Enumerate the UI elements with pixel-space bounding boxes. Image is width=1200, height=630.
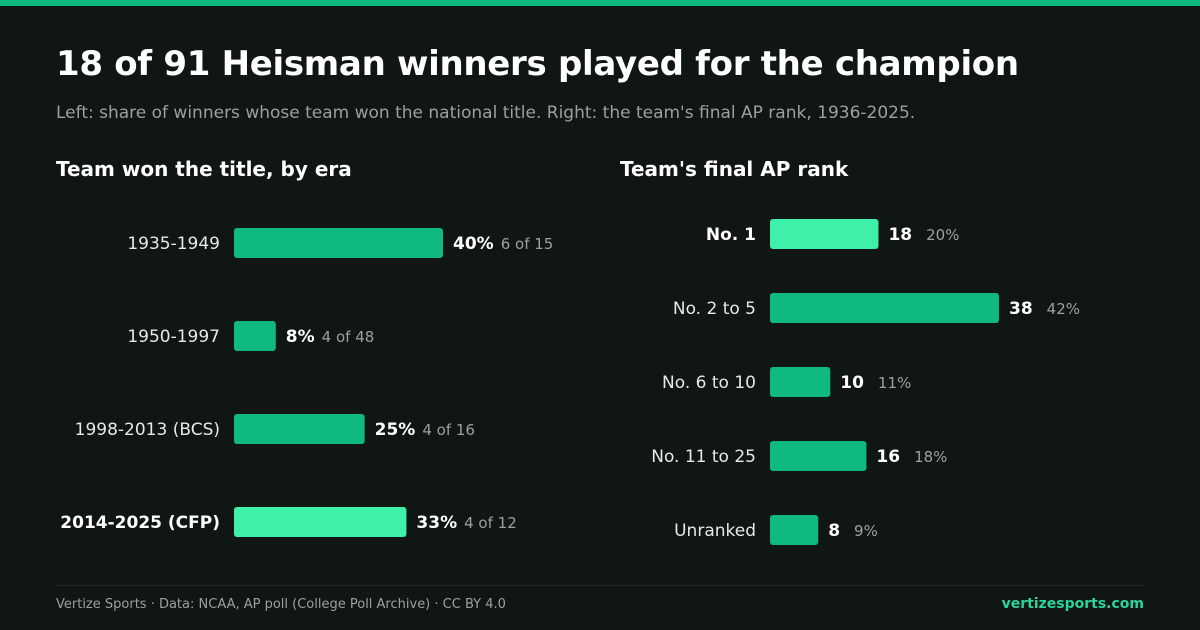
- bar: [234, 321, 276, 351]
- bar: [234, 507, 407, 537]
- category-label: No. 2 to 5: [673, 299, 756, 319]
- bar: [234, 414, 365, 444]
- value-label: 8%: [286, 327, 315, 347]
- note-label: 11%: [878, 374, 911, 392]
- bar: [234, 228, 443, 258]
- title-by-era-bar-chart: 1935-1949 40% 6 of 15 1950-1997 8% 4 of 48 199…: [60, 228, 554, 537]
- page-title: 18 of 91 Heisman winners played for the …: [56, 44, 1019, 84]
- category-label: 1935-1949: [127, 234, 220, 254]
- note-label: 4 of 48: [322, 328, 375, 346]
- note-label: 4 of 16: [422, 421, 475, 439]
- value-label: 40%: [453, 234, 494, 254]
- category-label: 1998-2013 (BCS): [75, 420, 220, 440]
- category-label: No. 11 to 25: [651, 447, 756, 467]
- left-chart-title: Team won the title, by era: [56, 157, 352, 181]
- category-label: No. 6 to 10: [662, 373, 756, 393]
- value-label: 16: [876, 447, 900, 467]
- bar: [770, 293, 999, 323]
- value-label: 10: [840, 373, 864, 393]
- note-label: 42%: [1047, 300, 1080, 318]
- category-label: 1950-1997: [127, 327, 220, 347]
- right-chart-title: Team's final AP rank: [620, 157, 849, 181]
- top-accent-stripe: [0, 0, 1200, 6]
- note-label: 4 of 12: [464, 514, 517, 532]
- value-label: 38: [1009, 299, 1033, 319]
- footer-divider: [56, 585, 1144, 586]
- note-label: 20%: [926, 226, 959, 244]
- footer-site-link[interactable]: vertizesports.com: [1001, 596, 1144, 612]
- value-label: 8: [828, 521, 840, 541]
- note-label: 9%: [854, 522, 878, 540]
- category-label: 2014-2025 (CFP): [60, 513, 220, 533]
- footer-source: Vertize Sports · Data: NCAA, AP poll (Co…: [56, 597, 506, 612]
- bar: [770, 367, 831, 397]
- value-label: 25%: [375, 420, 416, 440]
- note-label: 6 of 15: [501, 235, 554, 253]
- value-label: 18: [888, 225, 912, 245]
- category-label: No. 1: [706, 225, 756, 245]
- note-label: 18%: [914, 448, 947, 466]
- bar: [770, 441, 867, 471]
- value-label: 33%: [416, 513, 457, 533]
- bar: [770, 219, 879, 249]
- bar: [770, 515, 819, 545]
- page-subtitle: Left: share of winners whose team won th…: [56, 103, 916, 123]
- category-label: Unranked: [674, 521, 756, 541]
